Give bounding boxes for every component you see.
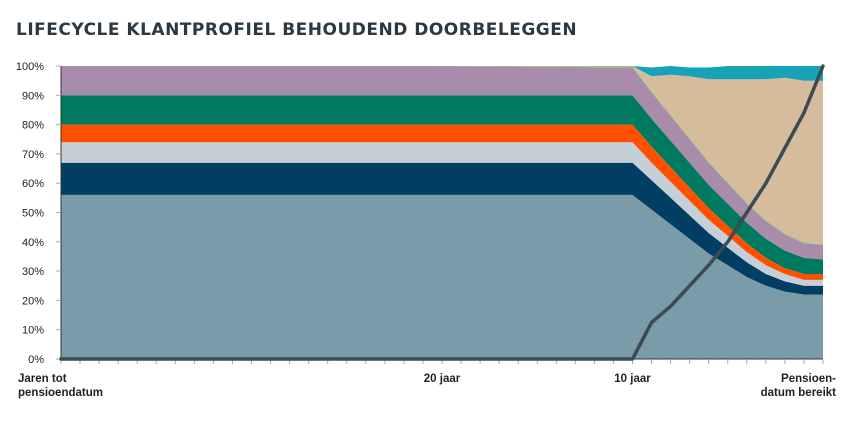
y-tick-label: 80% — [22, 120, 44, 132]
x-axis-label: 20 jaar — [424, 373, 461, 385]
area-series-2 — [61, 162, 823, 295]
y-tick-label: 90% — [22, 90, 44, 102]
y-tick-label: 60% — [22, 178, 44, 190]
x-axis-labels: Jaren tot pensioendatum 20 jaar 10 jaar Pens… — [18, 373, 836, 399]
area-series-4 — [61, 124, 823, 280]
y-tick-label: 100% — [16, 61, 44, 73]
y-axis: 0% 10% 20% 30% 40% 50% 60% 70% 80% 90% 100% — [16, 61, 62, 366]
area-series-9 — [61, 66, 823, 81]
y-tick-label: 0% — [28, 354, 44, 366]
chart-title: LIFECYCLE KLANTPROFIEL BEHOUDEND DOORBEL… — [16, 20, 578, 40]
area-series-8 — [61, 66, 823, 245]
glide-path-line — [59, 64, 825, 361]
y-tick-label: 40% — [22, 237, 44, 249]
x-axis-label: Pensioen-datum bereikt — [761, 373, 837, 399]
x-axis-label: 10 jaar — [614, 373, 651, 385]
area-series-6 — [61, 66, 823, 260]
area-series-3 — [61, 142, 823, 286]
y-tick-label: 10% — [22, 325, 44, 337]
y-tick-label: 20% — [22, 295, 44, 307]
glide-path-layer — [59, 64, 825, 361]
y-tick-label: 50% — [22, 208, 44, 220]
y-tick-label: 70% — [22, 149, 44, 161]
area-series-1 — [61, 194, 823, 359]
area-layers — [61, 66, 823, 359]
x-axis-label: Jaren tot pensioendatum — [18, 373, 103, 399]
area-series-5 — [61, 95, 823, 274]
y-tick-label: 30% — [22, 266, 44, 278]
